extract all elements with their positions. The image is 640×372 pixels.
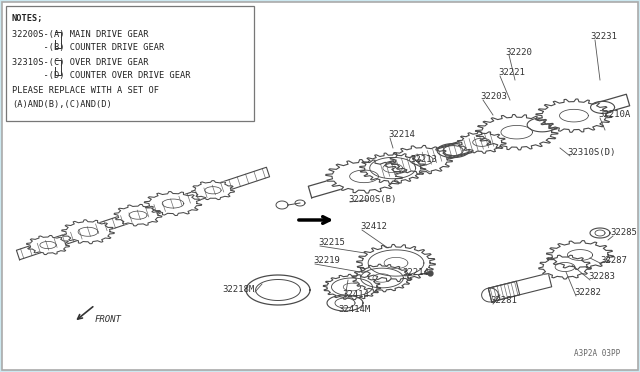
Text: 32414M: 32414M [338,305,371,314]
Polygon shape [191,181,234,200]
Polygon shape [539,255,591,279]
Polygon shape [488,273,552,302]
Polygon shape [17,167,269,260]
Polygon shape [144,192,202,215]
Text: 32219: 32219 [313,256,340,265]
Text: 32218M: 32218M [222,285,254,294]
Text: NOTES;: NOTES; [12,14,44,23]
Text: 32214: 32214 [402,268,429,277]
Polygon shape [536,99,612,132]
Polygon shape [476,115,558,150]
Text: 32220: 32220 [505,48,532,57]
Polygon shape [390,145,452,174]
Polygon shape [458,131,506,153]
Polygon shape [378,132,497,179]
Text: 32414: 32414 [342,290,369,299]
Text: PLEASE REPLACE WITH A SET OF: PLEASE REPLACE WITH A SET OF [12,86,159,95]
Text: 32200S-(A) MAIN DRIVE GEAR: 32200S-(A) MAIN DRIVE GEAR [12,30,148,39]
Text: 32221: 32221 [498,68,525,77]
Text: 32200S(B): 32200S(B) [348,195,396,204]
Text: 32283: 32283 [588,272,615,281]
Text: -(B) COUNTER DRIVE GEAR: -(B) COUNTER DRIVE GEAR [12,43,164,52]
Text: 32310S-(C) OVER DRIVE GEAR: 32310S-(C) OVER DRIVE GEAR [12,58,148,67]
Text: FRONT: FRONT [95,315,122,324]
Polygon shape [326,160,403,193]
Text: -(D) COUNTER OVER DRIVE GEAR: -(D) COUNTER OVER DRIVE GEAR [12,71,191,80]
Text: 32310S(D): 32310S(D) [567,148,616,157]
Text: (A)AND(B),(C)AND(D): (A)AND(B),(C)AND(D) [12,100,112,109]
Text: 32203: 32203 [480,92,507,101]
Polygon shape [488,281,520,302]
Text: 32285: 32285 [610,228,637,237]
Polygon shape [61,220,115,244]
Text: 32213: 32213 [410,155,437,164]
Text: 32215: 32215 [318,238,345,247]
Text: 32287: 32287 [600,256,627,265]
Text: A3P2A 03PP: A3P2A 03PP [573,349,620,358]
Bar [6,6,254,121]
Text: 32210A: 32210A [598,110,630,119]
Text: 32282: 32282 [574,288,601,297]
Text: 32214: 32214 [388,130,415,139]
Polygon shape [547,241,614,269]
Polygon shape [26,235,70,254]
Text: 32412: 32412 [360,222,387,231]
Text: 32231: 32231 [590,32,617,41]
Text: 32281: 32281 [490,296,517,305]
Polygon shape [114,204,162,226]
Polygon shape [308,94,630,198]
